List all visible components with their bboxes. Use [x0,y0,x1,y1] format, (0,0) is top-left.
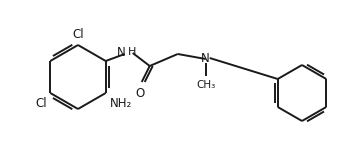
Text: CH₃: CH₃ [196,80,215,90]
Text: NH₂: NH₂ [110,97,132,110]
Text: Cl: Cl [72,28,84,41]
Text: N: N [117,46,126,58]
Text: H: H [128,47,136,57]
Text: O: O [135,87,144,100]
Text: N: N [201,51,210,64]
Text: Cl: Cl [36,97,47,110]
